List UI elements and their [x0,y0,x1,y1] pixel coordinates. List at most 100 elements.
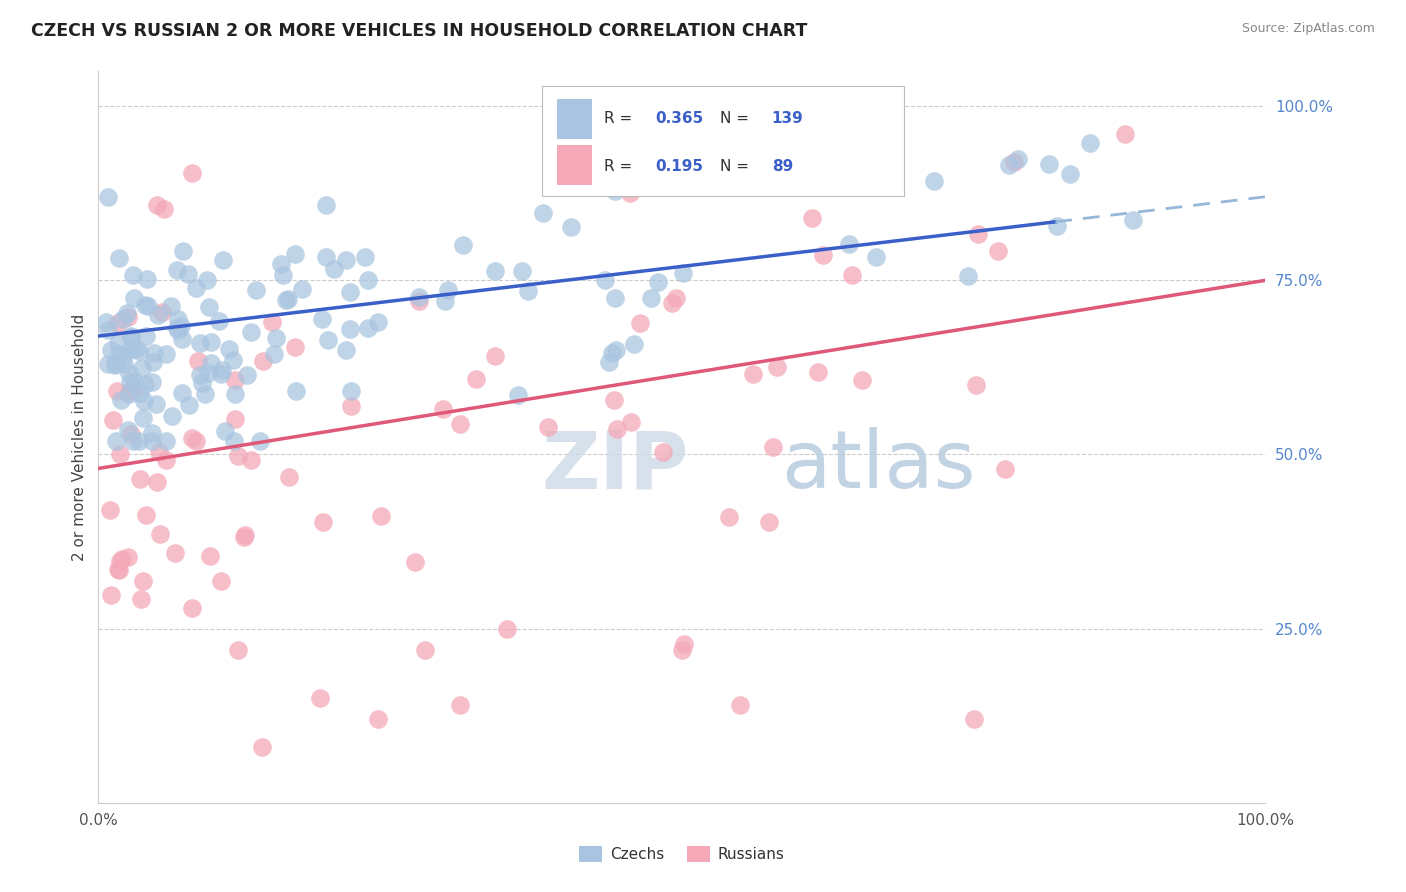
Text: ZIP: ZIP [541,427,689,506]
Point [651,445,673,459]
Point [155,434,177,448]
Point [211,252,233,267]
Point [965,378,987,392]
Point [162,409,184,423]
Point [198,549,221,563]
Point [271,268,294,282]
Point [181,431,204,445]
Point [595,272,617,286]
Point [922,174,945,188]
Point [112,348,135,362]
Point [235,368,257,382]
Point [838,236,860,251]
Point [865,250,887,264]
Point [434,294,457,309]
Point [107,562,129,576]
Point [311,515,333,529]
Point [177,267,200,281]
Point [315,250,337,264]
Point [155,347,177,361]
Point [211,362,233,376]
Point [184,281,207,295]
Point [129,592,152,607]
Point [143,346,166,360]
Text: Source: ZipAtlas.com: Source: ZipAtlas.com [1241,22,1375,36]
Point [209,368,232,382]
Point [605,343,627,357]
Point [339,384,361,398]
Point [730,698,752,713]
Point [134,377,156,392]
Point [224,412,246,426]
Point [198,300,221,314]
Point [155,452,177,467]
Point [129,472,152,486]
Point [987,244,1010,258]
Point [628,316,651,330]
Point [117,423,139,437]
Point [1080,136,1102,151]
Point [285,384,308,398]
Point [603,184,626,198]
Point [112,357,135,371]
Point [100,588,122,602]
Point [128,344,150,359]
Point [250,740,273,755]
Point [125,342,148,356]
Point [623,336,645,351]
Point [602,393,624,408]
Point [560,220,582,235]
Text: R =: R = [603,112,637,127]
Point [167,323,190,337]
Point [146,309,169,323]
Point [432,402,454,417]
Point [451,238,474,252]
Point [118,384,141,399]
Point [181,165,204,179]
Point [222,434,245,448]
Point [110,447,132,461]
Point [170,385,193,400]
Point [97,357,120,371]
Point [316,333,339,347]
Point [135,508,157,522]
Point [232,530,254,544]
Point [717,510,740,524]
Point [367,315,389,329]
Point [136,299,159,313]
Point [105,434,128,448]
Point [291,282,314,296]
Point [191,376,214,391]
Point [120,426,142,441]
Point [742,367,765,381]
Point [153,202,176,216]
Point [315,198,337,212]
Point [197,366,219,380]
Point [998,158,1021,172]
Text: 0.195: 0.195 [655,159,703,174]
Point [605,291,627,305]
Text: 0.365: 0.365 [655,112,703,127]
Point [762,440,785,454]
Point [111,552,134,566]
Point [339,285,361,299]
Point [1002,155,1025,169]
Point [166,263,188,277]
Point [311,311,333,326]
Point [224,374,246,388]
Point [357,320,380,334]
Point [309,691,332,706]
Point [172,244,194,258]
Point [994,461,1017,475]
Point [620,415,643,429]
Point [367,712,389,726]
Point [510,264,533,278]
Point [146,197,169,211]
Point [188,368,211,383]
Point [184,434,207,449]
Point [284,246,307,260]
Point [187,354,209,368]
Point [811,247,834,261]
Point [496,622,519,636]
Point [1059,167,1081,181]
